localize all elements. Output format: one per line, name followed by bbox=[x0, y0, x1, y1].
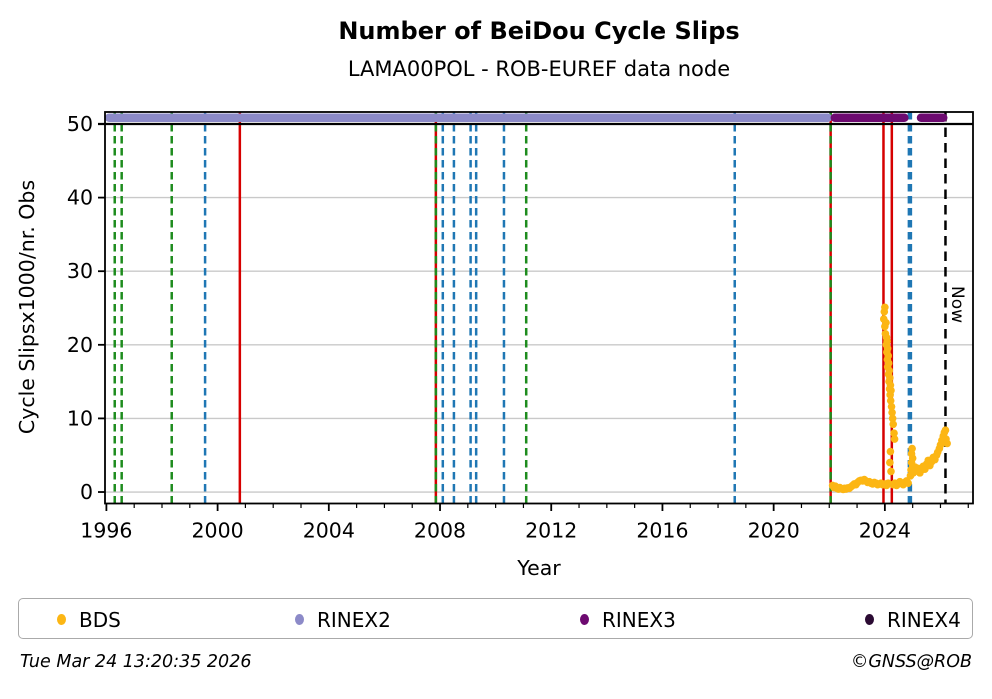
legend-label: RINEX4 bbox=[887, 607, 961, 632]
scatter-point-bds bbox=[886, 458, 894, 467]
scatter-point-bds bbox=[883, 344, 892, 353]
legend-label: BDS bbox=[79, 607, 121, 632]
y-tick-label: 0 bbox=[80, 480, 93, 504]
timestamp: Tue Mar 24 13:20:35 2026 bbox=[20, 652, 252, 672]
x-tick-label: 2020 bbox=[748, 519, 800, 543]
scatter-point-bds bbox=[887, 402, 896, 411]
legend-marker-icon bbox=[580, 614, 589, 625]
scatter-point-bds bbox=[884, 359, 893, 368]
scatter-point-bds bbox=[881, 303, 889, 312]
scatter-point-bds bbox=[904, 479, 913, 487]
legend-item-rinex4: RINEX4 bbox=[865, 599, 961, 640]
scatter-point-bds bbox=[888, 414, 897, 423]
x-tick-label: 1996 bbox=[80, 519, 132, 543]
plot-generated: 1996 2000 2004 2008 2012 2016 2020 2024 0 10 20 30 4… bbox=[67, 111, 974, 543]
y-tick-label: 10 bbox=[67, 406, 93, 430]
scatter-point-bds bbox=[885, 366, 894, 375]
scatter-point-bds bbox=[883, 337, 891, 345]
scatter-point-bds bbox=[882, 318, 890, 327]
scatter-point-bds bbox=[890, 429, 898, 437]
legend-item-bds: BDS bbox=[57, 599, 121, 640]
scatter-point-bds bbox=[908, 454, 917, 462]
x-tick-label: 2012 bbox=[525, 519, 577, 543]
x-axis-title: Year bbox=[516, 556, 561, 580]
scatter-point-bds bbox=[908, 444, 916, 453]
legend: BDS RINEX2 RINEX3 RINEX4 bbox=[18, 598, 973, 639]
legend-label: RINEX2 bbox=[317, 607, 391, 632]
credit: ©GNSS@ROB bbox=[850, 652, 972, 672]
legend-item-rinex2: RINEX2 bbox=[295, 599, 391, 640]
y-tick-label: 30 bbox=[67, 259, 93, 283]
x-tick-label: 2024 bbox=[859, 519, 911, 543]
scatter-point-bds bbox=[886, 374, 894, 382]
legend-label: RINEX3 bbox=[602, 607, 676, 632]
chart-subtitle: LAMA00POL - ROB-EUREF data node bbox=[347, 57, 731, 81]
now-label: Now bbox=[947, 286, 967, 323]
chart-title: Number of BeiDou Cycle Slips bbox=[338, 17, 740, 45]
scatter-point-bds bbox=[887, 467, 895, 476]
legend-item-rinex3: RINEX3 bbox=[580, 599, 676, 640]
y-axis-title: Cycle Slipsx1000/nr. Obs bbox=[15, 180, 39, 434]
scatter-point-bds bbox=[884, 352, 893, 360]
plot-border bbox=[104, 111, 974, 505]
y-tick-label: 40 bbox=[67, 186, 93, 210]
x-tick-label: 2016 bbox=[636, 519, 688, 543]
x-tick-label: 2000 bbox=[192, 519, 244, 543]
y-tick-label: 50 bbox=[67, 112, 93, 136]
scatter-point-bds bbox=[886, 396, 895, 405]
scatter-point-bds bbox=[943, 439, 951, 448]
scatter-point-bds bbox=[941, 426, 950, 434]
legend-marker-icon bbox=[865, 614, 874, 625]
scatter-point-bds bbox=[890, 435, 899, 443]
scatter-point-bds bbox=[887, 386, 895, 395]
scatter-point-bds bbox=[886, 447, 895, 456]
x-tick-label: 2004 bbox=[303, 519, 355, 543]
scatter-point-bds bbox=[888, 408, 896, 417]
legend-marker-icon bbox=[295, 614, 304, 625]
x-tick-label: 2008 bbox=[414, 519, 466, 543]
y-tick-label: 20 bbox=[67, 333, 93, 357]
scatter-point-bds bbox=[889, 420, 898, 429]
legend-marker-icon bbox=[57, 614, 66, 625]
